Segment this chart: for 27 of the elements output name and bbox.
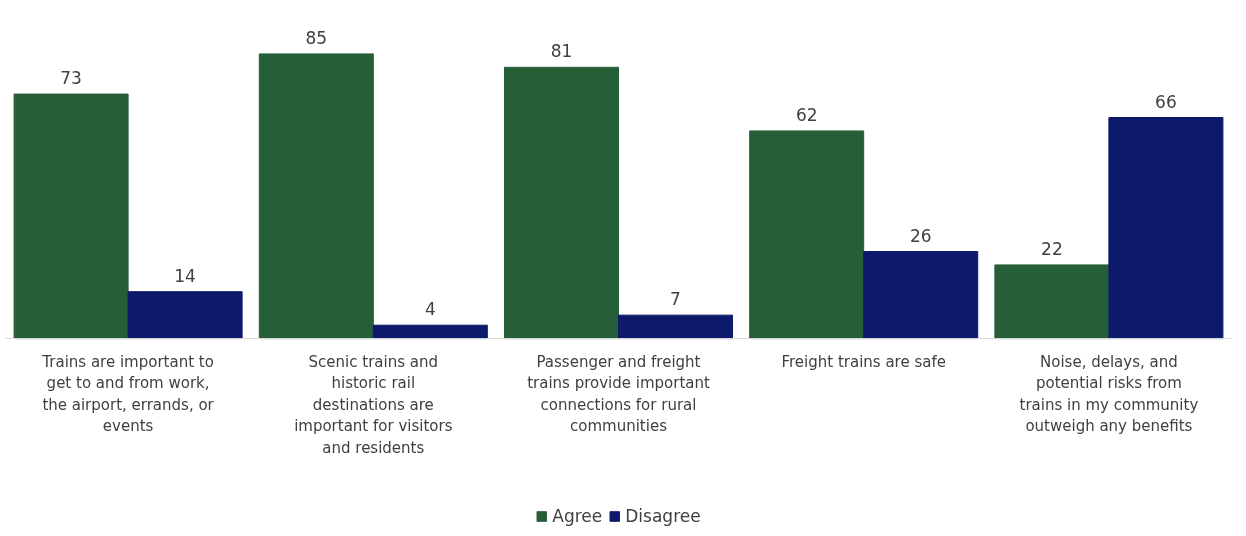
data-label: 81 [550,41,573,62]
bar [127,291,243,340]
bar [994,264,1110,340]
x-tick-label: Noise, delays, and potential risks from trains in my community outweigh any benefits [1019,352,1199,436]
data-label: 4 [424,299,436,320]
bar [749,130,865,340]
data-label: 85 [305,27,328,48]
x-tick-label: Trains are important to get to and from work, the airport, errands, or events [41,352,215,436]
bar [503,66,619,340]
data-label: 7 [670,289,681,310]
bar [372,324,488,340]
data-label: 62 [795,104,818,125]
bar [618,314,734,340]
data-label: 73 [60,68,82,89]
bar [258,53,374,340]
data-label: 14 [174,265,196,286]
data-label: 26 [909,225,932,246]
bar [1108,117,1224,340]
x-tick-label: Freight trains are safe [781,352,946,371]
bar [863,251,979,340]
data-label: 22 [1041,238,1063,259]
bar [13,93,129,340]
x-tick-label: Passenger and freight trains provide important connections for rural communities [527,352,710,436]
x-tick-label: Scenic trains and historic rail destinations are important for visitors and residents [294,352,453,457]
legend-label: Agree [552,506,603,526]
legend-label: Disagree [625,506,701,526]
data-label: 66 [1155,91,1177,112]
